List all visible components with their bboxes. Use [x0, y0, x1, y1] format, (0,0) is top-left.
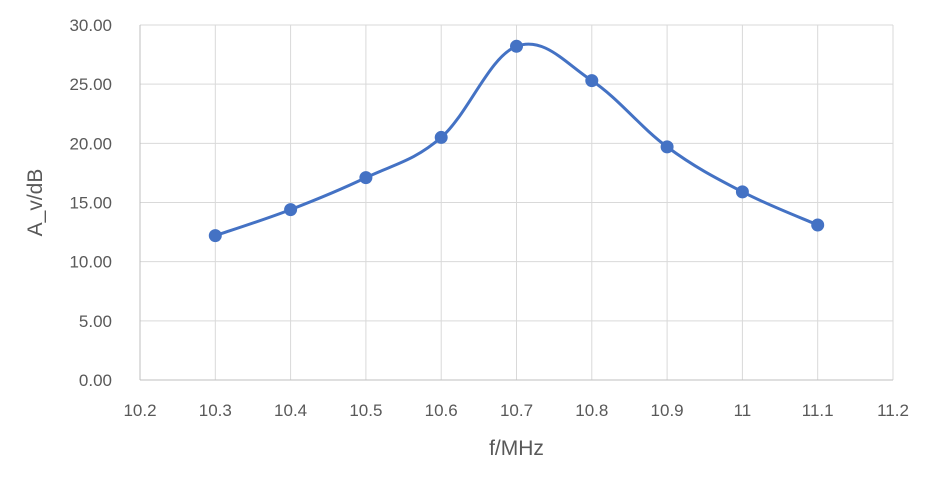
y-tick-label: 0.00 — [79, 371, 112, 390]
x-tick-label: 10.4 — [274, 401, 307, 420]
x-tick-label: 10.3 — [199, 401, 232, 420]
y-tick-label: 15.00 — [69, 194, 112, 213]
x-tick-label: 10.8 — [575, 401, 608, 420]
x-tick-label: 11.2 — [877, 401, 909, 420]
y-axis-title: A_v/dB — [24, 169, 47, 237]
y-tick-label: 5.00 — [79, 312, 112, 331]
y-tick-label: 25.00 — [69, 75, 112, 94]
x-axis-title: f/MHz — [489, 437, 544, 460]
data-point — [208, 229, 222, 243]
data-point — [735, 185, 749, 199]
data-point — [510, 39, 523, 53]
y-tick-label: 30.00 — [69, 16, 112, 35]
grid — [140, 24, 894, 380]
tick-labels: 10.2 10.3 10.4 10.5 10.6 10.7 10.8 10.9 11 11.1 11… — [69, 16, 908, 420]
x-tick-label: 10.6 — [425, 401, 458, 420]
data-point — [434, 130, 448, 144]
x-tick-label: 10.9 — [651, 401, 684, 420]
data-point — [811, 218, 825, 232]
data-point — [284, 203, 298, 217]
data-point — [359, 171, 373, 185]
x-tick-label: 10.7 — [500, 401, 533, 420]
axes — [139, 25, 893, 381]
y-tick-label: 10.00 — [69, 253, 112, 272]
data-point — [660, 140, 674, 154]
series-layer — [208, 39, 825, 243]
x-tick-label: 11 — [734, 401, 752, 420]
x-tick-label: 11.1 — [802, 401, 834, 420]
x-tick-label: 10.5 — [349, 401, 382, 420]
data-point — [585, 74, 599, 88]
y-tick-label: 20.00 — [69, 134, 112, 153]
x-tick-label: 10.2 — [123, 401, 156, 420]
